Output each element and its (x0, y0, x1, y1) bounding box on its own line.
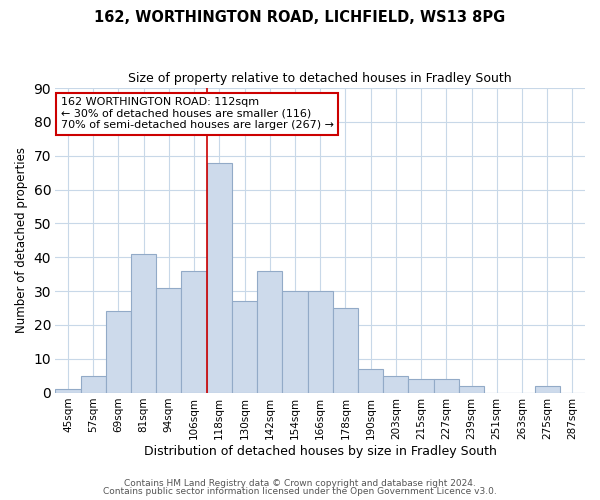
Bar (232, 302, 257, 392)
Bar (434, 379, 459, 392)
Bar (106, 312, 131, 392)
Text: 162, WORTHINGTON ROAD, LICHFIELD, WS13 8PG: 162, WORTHINGTON ROAD, LICHFIELD, WS13 8… (94, 10, 506, 25)
Bar (459, 386, 484, 392)
Y-axis label: Number of detached properties: Number of detached properties (15, 148, 28, 334)
Bar (156, 288, 181, 393)
Text: 162 WORTHINGTON ROAD: 112sqm
← 30% of detached houses are smaller (116)
70% of s: 162 WORTHINGTON ROAD: 112sqm ← 30% of de… (61, 97, 334, 130)
Bar (383, 376, 409, 392)
Bar (55, 390, 80, 392)
Bar (181, 271, 206, 392)
Bar (257, 271, 283, 392)
Bar (283, 291, 308, 392)
Title: Size of property relative to detached houses in Fradley South: Size of property relative to detached ho… (128, 72, 512, 86)
Bar (80, 376, 106, 392)
Bar (358, 369, 383, 392)
Bar (409, 379, 434, 392)
Bar (206, 162, 232, 392)
Text: Contains public sector information licensed under the Open Government Licence v3: Contains public sector information licen… (103, 487, 497, 496)
Bar (535, 386, 560, 392)
Bar (308, 291, 333, 392)
Bar (131, 254, 156, 392)
Bar (333, 308, 358, 392)
X-axis label: Distribution of detached houses by size in Fradley South: Distribution of detached houses by size … (144, 444, 497, 458)
Text: Contains HM Land Registry data © Crown copyright and database right 2024.: Contains HM Land Registry data © Crown c… (124, 478, 476, 488)
